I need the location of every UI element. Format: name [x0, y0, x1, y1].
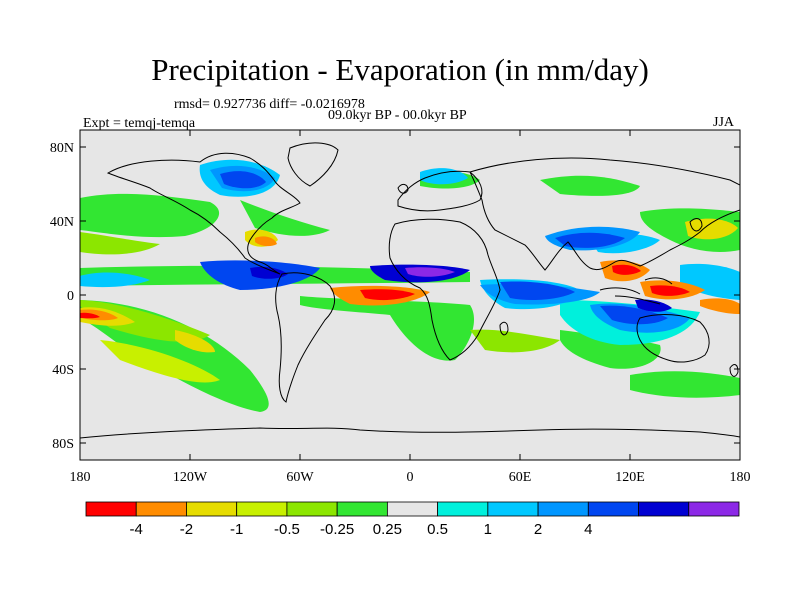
coastlines	[80, 142, 740, 439]
x-label-120e: 120E	[615, 470, 645, 485]
colorbar-label: 1	[484, 521, 492, 538]
x-label-0: 0	[407, 470, 414, 485]
colorbar-swatch	[186, 501, 238, 517]
colorbar-swatch	[286, 501, 338, 517]
x-label-180e: 180	[730, 470, 751, 485]
y-label-40s: 40S	[52, 363, 74, 378]
stats-text: rmsd= 0.927736 diff= -0.0216978	[174, 97, 365, 112]
x-label-180w: 180	[70, 470, 91, 485]
x-label-60e: 60E	[509, 470, 532, 485]
x-axis-labels: 180 120W 60W 0 60E 120E 180	[70, 470, 751, 485]
x-label-120w: 120W	[173, 470, 208, 485]
colorbar-swatch	[386, 501, 439, 517]
colorbar-swatch	[135, 501, 187, 517]
axis-ticks	[80, 130, 740, 460]
colorbar: -4 -2 -1 -0.5 -0.25 0.25 0.5 1 2 4	[85, 501, 740, 538]
season-text: JJA	[713, 115, 735, 130]
colorbar-swatch	[487, 501, 539, 517]
period-text: 09.0kyr BP - 00.0kyr BP	[328, 108, 467, 123]
anomaly-field	[80, 159, 740, 412]
y-label-80s: 80S	[52, 437, 74, 452]
colorbar-label: -1	[230, 521, 243, 538]
experiment-text: Expt = temqj-temqa	[83, 116, 196, 131]
colorbar-swatch	[85, 501, 137, 517]
colorbar-label: 2	[534, 521, 542, 538]
colorbar-swatch	[437, 501, 489, 517]
y-label-0: 0	[67, 289, 74, 304]
colorbar-swatch	[537, 501, 589, 517]
colorbar-label: 4	[584, 521, 592, 538]
y-axis-labels: 80N 40N 0 40S 80S	[50, 141, 74, 452]
y-label-40n: 40N	[50, 215, 74, 230]
colorbar-swatch	[638, 501, 690, 517]
colorbar-label: -4	[130, 521, 143, 538]
colorbar-label: -2	[180, 521, 193, 538]
colorbar-label: -0.25	[320, 521, 354, 538]
colorbar-swatch	[236, 501, 288, 517]
colorbar-label: 0.5	[427, 521, 448, 538]
colorbar-label: -0.5	[274, 521, 300, 538]
y-label-80n: 80N	[50, 141, 74, 156]
colorbar-label: 0.25	[373, 521, 402, 538]
map-title: Precipitation - Evaporation (in mm/day)	[151, 52, 649, 87]
colorbar-swatch	[688, 501, 740, 517]
x-label-60w: 60W	[286, 470, 314, 485]
colorbar-swatch	[336, 501, 388, 517]
colorbar-swatch	[587, 501, 639, 517]
